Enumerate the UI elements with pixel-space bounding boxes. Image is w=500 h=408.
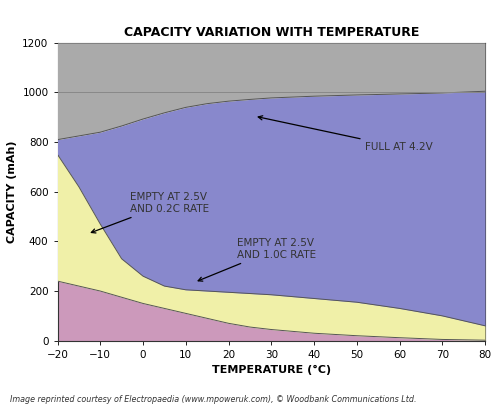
- X-axis label: TEMPERATURE (°C): TEMPERATURE (°C): [212, 365, 331, 375]
- Text: EMPTY AT 2.5V
AND 1.0C RATE: EMPTY AT 2.5V AND 1.0C RATE: [198, 238, 316, 281]
- Text: FULL AT 4.2V: FULL AT 4.2V: [258, 116, 433, 152]
- Title: CAPACITY VARIATION WITH TEMPERATURE: CAPACITY VARIATION WITH TEMPERATURE: [124, 26, 419, 39]
- Y-axis label: CAPACITY (mAh): CAPACITY (mAh): [6, 140, 16, 243]
- Text: EMPTY AT 2.5V
AND 0.2C RATE: EMPTY AT 2.5V AND 0.2C RATE: [92, 192, 210, 233]
- Text: Image reprinted courtesy of Electropaedia (www.mpoweruk.com), © Woodbank Communi: Image reprinted courtesy of Electropaedi…: [10, 395, 416, 404]
